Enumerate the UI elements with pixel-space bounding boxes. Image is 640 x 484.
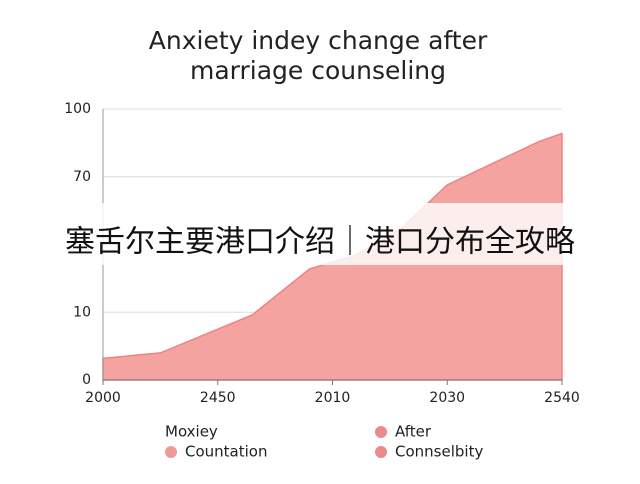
- legend-marker: [165, 446, 177, 458]
- y-tick-label: 100: [64, 101, 91, 117]
- chart-title: marriage counseling: [190, 56, 446, 85]
- legend-label: Moxiey: [165, 423, 218, 441]
- legend-label: After: [395, 423, 432, 441]
- legend-label: Countation: [185, 443, 267, 461]
- x-tick-label: 2000: [85, 390, 121, 406]
- banner-background: [0, 203, 640, 265]
- legend-label: Connselbity: [395, 443, 483, 461]
- y-tick-label: 70: [73, 169, 91, 185]
- legend-marker: [375, 426, 387, 438]
- legend-marker: [375, 446, 387, 458]
- x-tick-label: 2030: [429, 390, 465, 406]
- banner-text: 塞舌尔主要港口介绍｜港口分布全攻略: [65, 225, 575, 260]
- x-tick-label: 2010: [315, 390, 351, 406]
- x-tick-label: 2450: [200, 390, 236, 406]
- y-tick-label: 0: [82, 372, 91, 388]
- y-tick-label: 10: [73, 304, 91, 320]
- x-tick-label: 2540: [544, 390, 580, 406]
- chart-title: Anxiety indey change after: [149, 26, 488, 55]
